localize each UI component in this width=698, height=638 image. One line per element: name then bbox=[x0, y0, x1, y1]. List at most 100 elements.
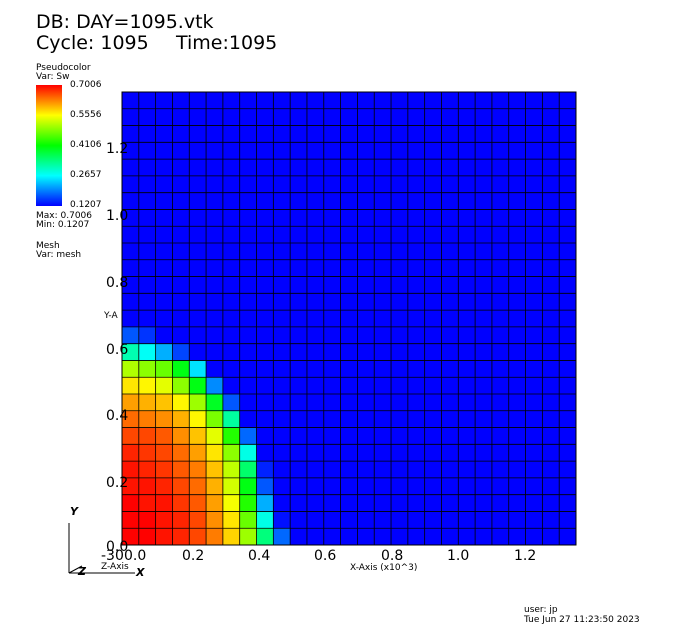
heatmap-cell bbox=[290, 175, 308, 193]
mesh-var: Var: mesh bbox=[36, 250, 82, 260]
heatmap-cell bbox=[122, 243, 140, 261]
heatmap-cell bbox=[424, 276, 442, 294]
heatmap-cell bbox=[525, 477, 543, 495]
heatmap-cell bbox=[222, 410, 240, 428]
heatmap-cell bbox=[441, 326, 459, 344]
heatmap-cell bbox=[559, 410, 577, 428]
heatmap-cell bbox=[559, 276, 577, 294]
heatmap-cell bbox=[189, 175, 207, 193]
heatmap-cell bbox=[340, 310, 358, 328]
heatmap-cell bbox=[138, 394, 156, 412]
heatmap-cell bbox=[491, 494, 510, 512]
heatmap-cell bbox=[273, 343, 291, 361]
heatmap-cell bbox=[306, 326, 325, 344]
heatmap-cell bbox=[256, 142, 274, 160]
heatmap-cell bbox=[508, 427, 526, 445]
heatmap-cell bbox=[374, 125, 392, 143]
heatmap-cell bbox=[391, 410, 409, 428]
heatmap-cell bbox=[122, 477, 140, 495]
heatmap-cell bbox=[374, 377, 392, 395]
heatmap-cell bbox=[475, 394, 493, 412]
heatmap-cell bbox=[323, 142, 341, 160]
heatmap-cell bbox=[441, 209, 459, 227]
heatmap-cell bbox=[138, 175, 156, 193]
heatmap-cell bbox=[306, 175, 325, 193]
heatmap-cell bbox=[239, 444, 257, 462]
heatmap-cell bbox=[491, 192, 510, 210]
heatmap-cell bbox=[306, 310, 325, 328]
heatmap-cell bbox=[542, 444, 560, 462]
heatmap-cell bbox=[559, 175, 577, 193]
heatmap-cell bbox=[441, 494, 459, 512]
heatmap-cell bbox=[122, 209, 140, 227]
heatmap-cell bbox=[138, 494, 156, 512]
heatmap-cell bbox=[357, 360, 375, 378]
heatmap-cell bbox=[357, 343, 375, 361]
heatmap-cell bbox=[155, 394, 173, 412]
heatmap-cell bbox=[559, 444, 577, 462]
heatmap-cell bbox=[323, 427, 341, 445]
heatmap-cell bbox=[374, 192, 392, 210]
heatmap-cell bbox=[189, 226, 207, 244]
heatmap-cell bbox=[357, 243, 375, 261]
heatmap-cell bbox=[256, 343, 274, 361]
heatmap-cell bbox=[273, 310, 291, 328]
heatmap-cell bbox=[508, 226, 526, 244]
heatmap-cell bbox=[508, 159, 526, 177]
heatmap-cell bbox=[155, 310, 173, 328]
heatmap-cell bbox=[391, 343, 409, 361]
heatmap-cell bbox=[374, 326, 392, 344]
heatmap-cell bbox=[374, 444, 392, 462]
heatmap-cell bbox=[256, 159, 274, 177]
heatmap-cell bbox=[458, 427, 476, 445]
heatmap-cell bbox=[559, 494, 577, 512]
heatmap-cell bbox=[155, 326, 173, 344]
heatmap-cell bbox=[441, 461, 459, 479]
heatmap-cell bbox=[189, 276, 207, 294]
heatmap-cell bbox=[138, 377, 156, 395]
heatmap-cell bbox=[122, 293, 140, 311]
heatmap-cell bbox=[340, 142, 358, 160]
heatmap-cell bbox=[407, 461, 425, 479]
heatmap-cell bbox=[222, 192, 240, 210]
heatmap-cell bbox=[340, 243, 358, 261]
heatmap-cell bbox=[222, 226, 240, 244]
heatmap-cell bbox=[256, 511, 274, 529]
heatmap-cell bbox=[323, 125, 341, 143]
heatmap-cell bbox=[458, 159, 476, 177]
heatmap-cell bbox=[491, 175, 510, 193]
heatmap-cell bbox=[306, 209, 325, 227]
heatmap-cell bbox=[475, 142, 493, 160]
heatmap-cell bbox=[239, 410, 257, 428]
heatmap-cell bbox=[155, 528, 173, 546]
heatmap-cell bbox=[441, 108, 459, 126]
heatmap-cell bbox=[508, 142, 526, 160]
heatmap-cell bbox=[138, 125, 156, 143]
heatmap-cell bbox=[391, 427, 409, 445]
heatmap-cell bbox=[525, 293, 543, 311]
heatmap-cell bbox=[206, 326, 224, 344]
heatmap-cell bbox=[189, 377, 207, 395]
heatmap-cell bbox=[407, 528, 425, 546]
heatmap-cell bbox=[374, 243, 392, 261]
heatmap-cell bbox=[340, 276, 358, 294]
heatmap-cell bbox=[256, 125, 274, 143]
heatmap-cell bbox=[155, 209, 173, 227]
heatmap-cell bbox=[222, 394, 240, 412]
heatmap-cell bbox=[559, 142, 577, 160]
heatmap-cell bbox=[542, 477, 560, 495]
heatmap-cell bbox=[391, 477, 409, 495]
heatmap-cell bbox=[340, 226, 358, 244]
heatmap-cell bbox=[206, 360, 224, 378]
heatmap-cell bbox=[122, 192, 140, 210]
heatmap-cell bbox=[559, 209, 577, 227]
heatmap-cell bbox=[407, 175, 425, 193]
heatmap-cell bbox=[306, 477, 325, 495]
heatmap-cell bbox=[122, 125, 140, 143]
heatmap-cell bbox=[508, 243, 526, 261]
heatmap-cell bbox=[290, 427, 308, 445]
heatmap-cell bbox=[391, 494, 409, 512]
mesh-title: Mesh bbox=[36, 241, 60, 251]
heatmap-cell bbox=[206, 444, 224, 462]
heatmap-cell bbox=[172, 343, 190, 361]
